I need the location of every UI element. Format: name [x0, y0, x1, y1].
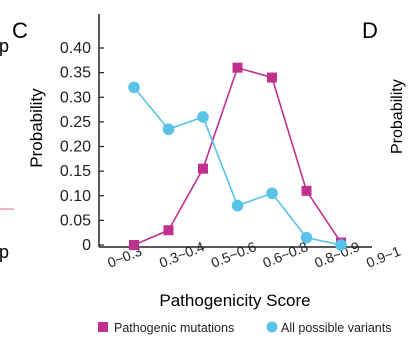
pathogenic-point [163, 225, 174, 236]
pathogenic-point [267, 72, 277, 83]
left-panel-fragment-bottom: p [0, 242, 9, 262]
right-panel-y-axis-label: Probability [389, 79, 406, 154]
series-line-0 [133, 66, 342, 246]
all-variants-point [128, 81, 140, 94]
y-axis-title: Probability [27, 88, 46, 168]
all-variants-point [231, 199, 244, 212]
legend-marker-pathogenic [98, 322, 108, 332]
y-tick-label: 0.05 [60, 212, 91, 229]
x-tick-label: 0.5~0.6 [209, 238, 259, 271]
y-tick-label: 0.30 [60, 89, 91, 106]
panel-label-c: C [12, 18, 28, 43]
y-tick-label: 0.15 [60, 163, 91, 180]
y-axis-ticks: 0 0.05 0.10 0.15 0.20 0.25 0.30 0.35 0.40 [60, 40, 104, 254]
legend-label-pathogenic: Pathogenic mutations [114, 321, 234, 335]
all-variants-point [162, 123, 175, 136]
legend-marker-all-variants [266, 321, 278, 333]
y-tick-label: 0.40 [60, 40, 91, 57]
all-variants-point [266, 187, 278, 200]
series-line-1 [133, 86, 342, 246]
y-tick-label: 0.20 [60, 139, 91, 156]
all-variants-point [197, 111, 209, 123]
chart-series [128, 62, 347, 251]
x-tick-label: 0.3~0.4 [157, 238, 207, 271]
pathogenic-point [232, 62, 243, 73]
y-tick-label: 0 [82, 237, 91, 254]
legend-label-all-variants: All possible variants [281, 321, 391, 335]
left-panel-fragment-top: p [0, 36, 9, 56]
pathogenic-point [301, 185, 312, 196]
panel-label-d: D [362, 18, 378, 43]
pathogenic-point [198, 163, 208, 174]
chart-legend: Pathogenic mutations All possible variant… [98, 321, 391, 335]
x-tick-label: 0.6~0.8 [260, 238, 310, 271]
pathogenic-point [129, 240, 139, 250]
y-tick-label: 0.25 [60, 114, 91, 131]
y-tick-label: 0.35 [60, 65, 91, 82]
all-variants-point [335, 239, 347, 251]
y-tick-label: 0.10 [60, 188, 91, 205]
x-axis-title: Pathogenicity Score [159, 291, 310, 310]
all-variants-point [300, 231, 313, 244]
x-axis-ticks: 0~0.3 0.3~0.4 0.5~0.6 0.6~0.8 0.8~0.9 0.9~1 [105, 238, 403, 271]
